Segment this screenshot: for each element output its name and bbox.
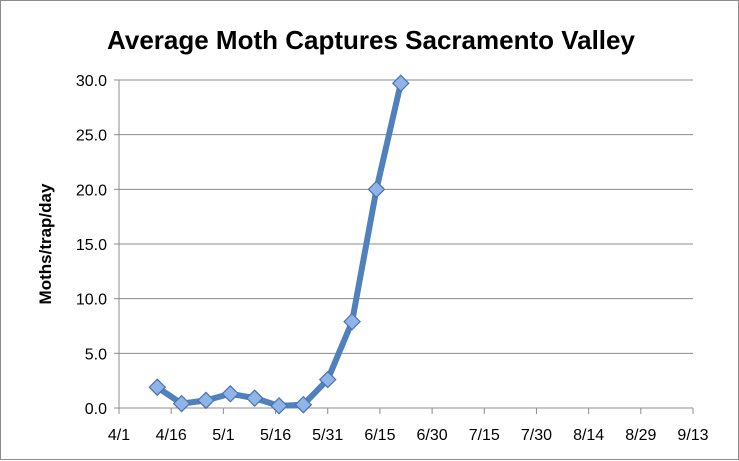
data-point-marker bbox=[172, 394, 191, 413]
data-point-marker bbox=[343, 312, 361, 331]
x-tick-label: 5/1 bbox=[212, 427, 234, 444]
data-point-marker bbox=[294, 395, 313, 414]
x-tick-label: 4/1 bbox=[108, 427, 130, 444]
x-tick-label: 8/14 bbox=[573, 427, 604, 444]
chart-title: Average Moth Captures Sacramento Valley bbox=[107, 25, 635, 55]
data-point-marker bbox=[367, 180, 386, 199]
data-point-marker bbox=[270, 396, 288, 415]
x-tick-label: 8/29 bbox=[625, 427, 656, 444]
y-tick-label: 25.0 bbox=[76, 128, 107, 145]
y-tick-labels: 0.0 5.0 10.0 15.0 20.0 25.0 30.0 bbox=[76, 73, 107, 418]
x-tick-label: 5/31 bbox=[312, 427, 343, 444]
x-tick-label: 4/16 bbox=[156, 427, 187, 444]
y-tick-label: 15.0 bbox=[76, 237, 107, 254]
data-point-marker bbox=[318, 370, 337, 389]
x-tick-label: 5/16 bbox=[260, 427, 291, 444]
x-tick-label: 7/15 bbox=[469, 427, 500, 444]
y-tick-label: 0.0 bbox=[85, 401, 107, 418]
axes bbox=[114, 79, 694, 414]
data-point-marker bbox=[221, 384, 240, 403]
x-tick-label: 6/30 bbox=[417, 427, 448, 444]
series-line bbox=[154, 80, 404, 409]
data-point-marker bbox=[148, 378, 167, 397]
data-point-marker bbox=[245, 389, 264, 408]
y-tick-label: 30.0 bbox=[76, 73, 107, 90]
data-point-marker bbox=[391, 74, 410, 93]
y-tick-label: 5.0 bbox=[85, 346, 107, 363]
data-point-marker bbox=[197, 391, 215, 410]
y-axis-title: Moths/trap/day bbox=[36, 183, 55, 304]
x-tick-label: 7/30 bbox=[521, 427, 552, 444]
data-series bbox=[148, 74, 410, 415]
y-tick-label: 10.0 bbox=[76, 292, 107, 309]
x-tick-label: 6/15 bbox=[364, 427, 395, 444]
x-tick-label: 9/13 bbox=[677, 427, 708, 444]
gridlines bbox=[119, 79, 693, 409]
x-tick-labels: 4/1 4/16 5/1 5/16 5/31 6/15 6/30 7/15 7/30 8/14 8/… bbox=[108, 427, 709, 444]
y-tick-label: 20.0 bbox=[76, 182, 107, 199]
